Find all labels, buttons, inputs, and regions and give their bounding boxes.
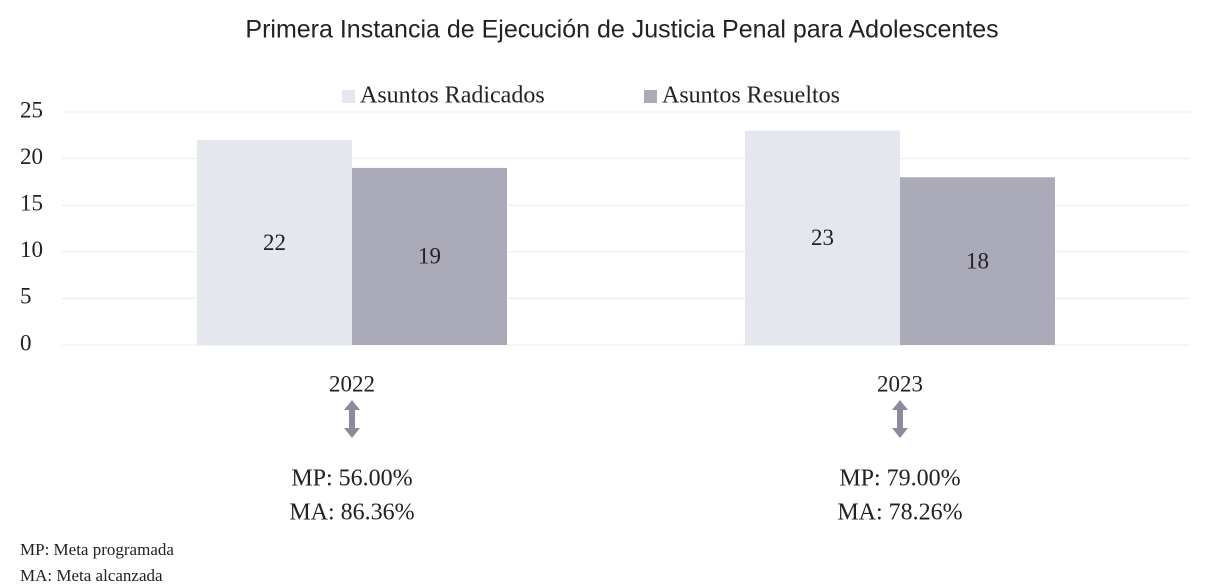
x-tick-label: 2022 xyxy=(329,371,375,396)
y-tick-label: 5 xyxy=(20,284,32,309)
bar xyxy=(352,167,507,345)
footnote: MP: Meta programada xyxy=(20,540,174,559)
data-label: 19 xyxy=(418,244,441,269)
bar xyxy=(745,130,900,345)
legend-label: Asuntos Resueltos xyxy=(662,83,840,109)
chart-title: Primera Instancia de Ejecución de Justic… xyxy=(245,16,998,44)
bar xyxy=(197,139,352,345)
annotation: MP: 79.00% xyxy=(839,466,960,492)
y-tick-label: 15 xyxy=(20,190,43,215)
annotation: MP: 56.00% xyxy=(291,466,412,492)
arrow-icon xyxy=(344,400,360,438)
annotation: MA: 86.36% xyxy=(289,500,414,526)
data-label: 22 xyxy=(263,230,286,255)
annotation: MA: 78.26% xyxy=(837,500,962,526)
arrow-icon xyxy=(892,400,908,438)
legend-label: Asuntos Radicados xyxy=(360,83,545,109)
y-tick-label: 25 xyxy=(20,97,43,122)
x-tick-label: 2023 xyxy=(877,371,923,396)
data-label: 23 xyxy=(811,225,834,250)
legend-swatch xyxy=(342,90,355,103)
y-tick-label: 0 xyxy=(20,330,32,355)
bar xyxy=(900,177,1055,345)
footnote: MA: Meta alcanzada xyxy=(20,566,163,585)
data-label: 18 xyxy=(966,248,989,273)
legend-swatch xyxy=(644,90,657,103)
y-tick-label: 20 xyxy=(20,144,43,169)
y-tick-label: 10 xyxy=(20,237,43,262)
